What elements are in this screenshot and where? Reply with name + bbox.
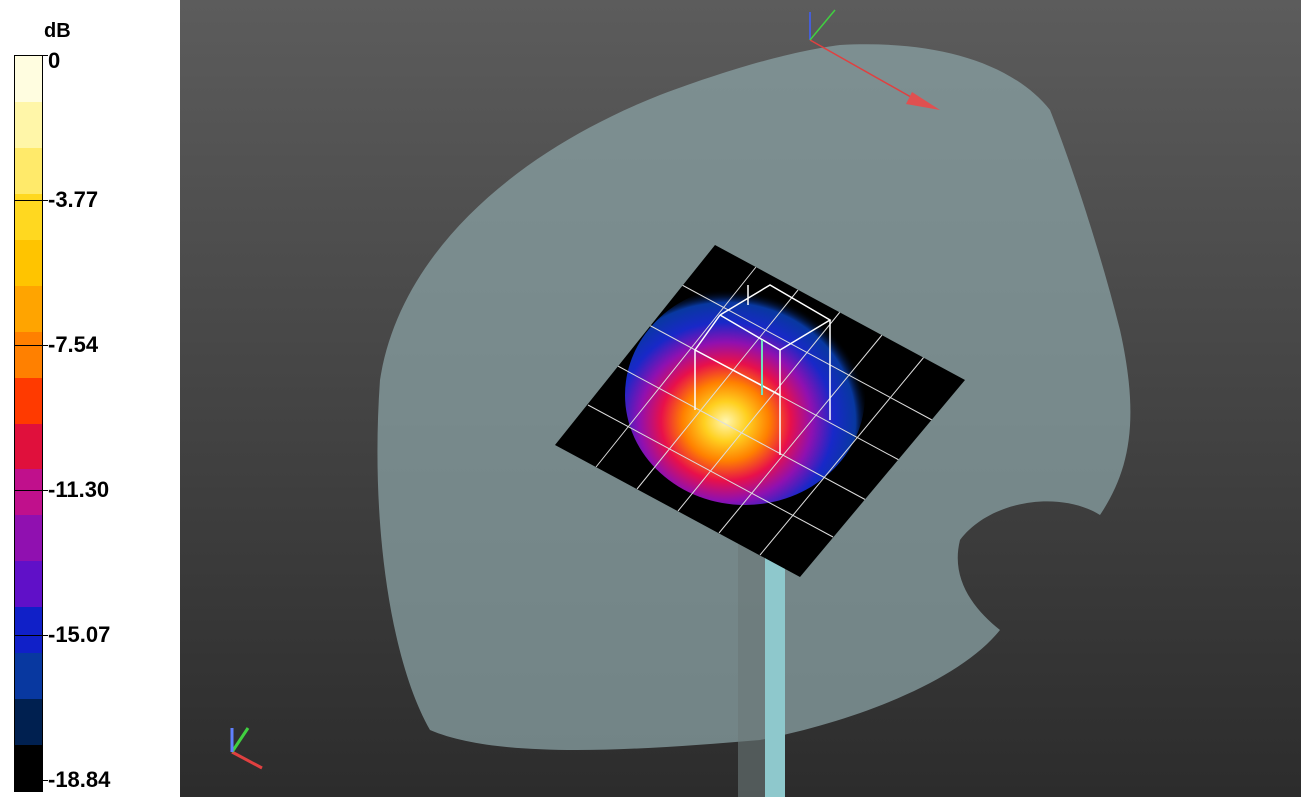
color-bar — [14, 55, 43, 792]
legend-label: -7.54 — [48, 332, 99, 357]
legend-label: -15.07 — [48, 622, 111, 647]
field-distribution — [625, 285, 865, 505]
legend-tick — [14, 345, 48, 346]
plane-grid — [587, 266, 933, 556]
support-shadow — [738, 540, 768, 797]
antenna-wireframe — [694, 284, 832, 455]
legend-tick — [14, 200, 48, 201]
legend-unit: dB — [44, 20, 71, 42]
legend-label: 0 — [48, 48, 61, 73]
legend-tick — [14, 55, 48, 56]
legend-label: -11.30 — [48, 477, 110, 502]
legend-tick — [14, 635, 48, 636]
legend-label: -3.77 — [48, 187, 99, 212]
legend-tick — [14, 780, 48, 781]
3d-viewport[interactable] — [180, 0, 1301, 797]
color-legend: dB 0 -3.77 -7.54 -11.30 -15.07 -18.84 — [0, 0, 180, 797]
legend-tick — [14, 490, 48, 491]
axis-arrows — [809, 9, 940, 110]
support-post — [765, 555, 785, 797]
orientation-triad — [230, 727, 263, 770]
legend-label: -18.84 — [48, 767, 111, 792]
